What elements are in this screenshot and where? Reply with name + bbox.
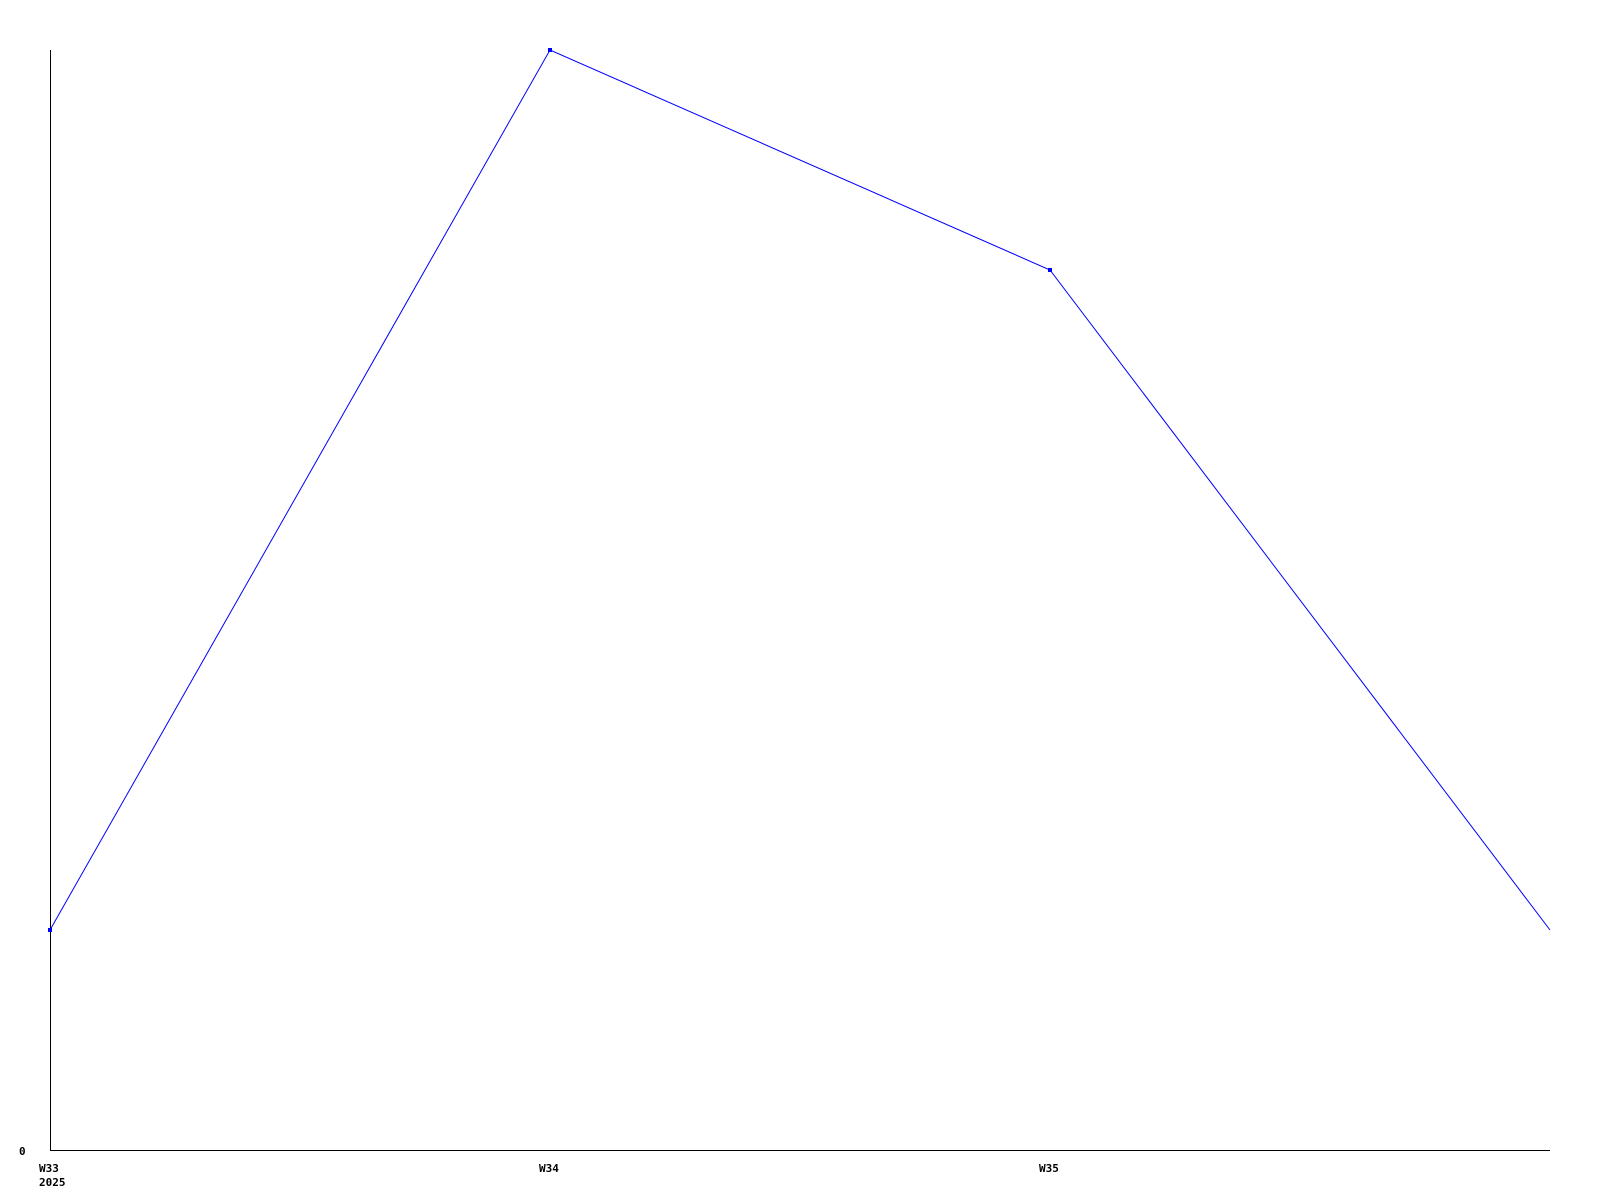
series-line <box>49 49 1551 931</box>
x-tick-label-w33: W33 <box>39 1162 59 1175</box>
y-tick-label-0: 0 <box>19 1145 26 1158</box>
data-point-w35 <box>1048 268 1052 272</box>
data-point-w34 <box>548 48 552 52</box>
x-tick-label-w35: W35 <box>1039 1162 1059 1175</box>
x-tick-label-w34: W34 <box>539 1162 559 1175</box>
data-point-w33 <box>48 928 52 932</box>
x-year-label: 2025 <box>39 1176 66 1189</box>
